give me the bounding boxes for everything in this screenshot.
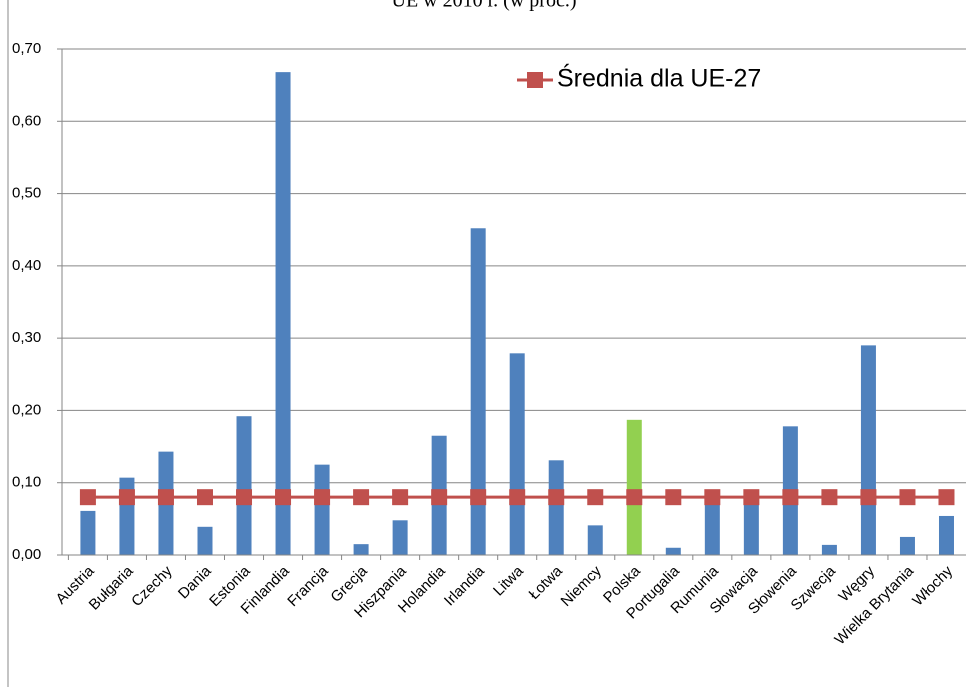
average-marker: [79, 489, 96, 506]
legend-label: Średnia dla UE-27: [557, 63, 761, 93]
bar: [938, 515, 954, 555]
average-marker: [275, 489, 292, 506]
y-tick-label: 0,10: [12, 474, 41, 491]
bar: [548, 460, 564, 555]
bar: [392, 520, 408, 555]
chart-title: UE w 2010 r. (w proc.): [392, 0, 577, 12]
x-tick-label: Bułgaria: [86, 562, 137, 613]
average-marker: [548, 489, 565, 506]
bar: [899, 536, 915, 555]
y-tick-label: 0,50: [12, 185, 41, 202]
x-tick-label: Francja: [284, 562, 332, 610]
bar: [470, 228, 486, 556]
x-tick-label: Czechy: [128, 562, 176, 610]
x-tick-label: Litwa: [490, 562, 527, 599]
average-marker: [743, 489, 760, 506]
y-tick-label: 0,20: [12, 401, 41, 418]
bar: [80, 510, 96, 555]
average-marker: [431, 489, 448, 506]
average-marker: [353, 489, 370, 506]
bar: [587, 525, 603, 555]
average-marker: [899, 489, 916, 506]
bar: [353, 544, 369, 555]
y-tick-label: 0,00: [12, 546, 41, 563]
x-tick-label: Włochy: [909, 562, 956, 609]
y-tick-label: 0,30: [12, 329, 41, 346]
average-marker: [782, 489, 799, 506]
bar: [743, 497, 759, 555]
average-marker: [821, 489, 838, 506]
x-tick-label: Niemcy: [557, 562, 605, 610]
average-marker: [938, 489, 955, 506]
average-marker: [196, 489, 213, 506]
average-marker: [587, 489, 604, 506]
bar: [821, 544, 837, 555]
average-marker: [704, 489, 721, 506]
bar: [704, 497, 720, 555]
average-marker: [157, 489, 174, 506]
bar: [275, 72, 291, 555]
bar: [236, 416, 252, 555]
average-marker: [509, 489, 526, 506]
x-tick-label: Irlandia: [441, 562, 488, 609]
average-marker: [236, 489, 253, 506]
average-marker: [860, 489, 877, 506]
bar: [626, 419, 642, 555]
y-tick-label: 0,70: [12, 40, 41, 57]
average-marker: [118, 489, 135, 506]
average-marker: [314, 489, 331, 506]
bar: [197, 526, 213, 555]
average-marker: [470, 489, 487, 506]
bar: [509, 353, 525, 555]
bar: [665, 547, 681, 555]
legend-marker: [527, 72, 543, 88]
bar: [314, 464, 330, 555]
average-marker: [392, 489, 409, 506]
average-marker: [665, 489, 682, 506]
y-tick-label: 0,40: [12, 257, 41, 274]
y-tick-label: 0,60: [12, 112, 41, 129]
average-marker: [626, 489, 643, 506]
bar: [860, 345, 876, 555]
